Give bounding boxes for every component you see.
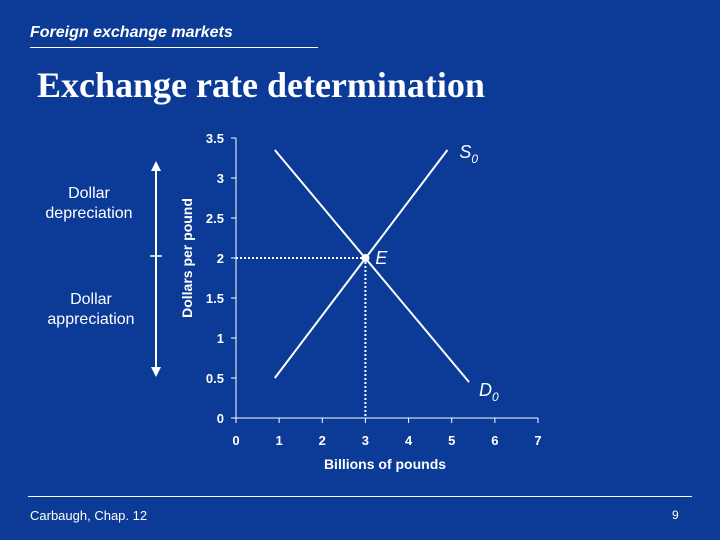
x-tick-label: 0 [232,433,239,448]
section-kicker: Foreign exchange markets [30,24,233,41]
x-tick-label: 7 [534,433,541,448]
y-axis-title: Dollars per pound [179,198,195,318]
supply-label-main: S [459,142,471,162]
x-tick-label: 3 [362,433,369,448]
page-number: 9 [672,508,679,522]
x-tick-label: 6 [491,433,498,448]
x-tick-label: 5 [448,433,455,448]
y-tick-label: 3.5 [206,131,224,146]
y-tick-label: 0.5 [206,371,224,386]
supply-label-sub: 0 [471,152,478,166]
x-tick-label: 4 [405,433,413,448]
demand-curve-d0 [274,149,470,383]
y-tick-label: 1.5 [206,291,224,306]
demand-label-main: D [479,380,492,400]
supply-curve-s0 [274,149,449,379]
slide-title: Exchange rate determination [37,65,485,105]
footer-divider [28,496,692,497]
equilibrium-point [361,254,370,262]
dollar-depreciation-label: Dollar depreciation [45,185,133,222]
footer-citation: Carbaugh, Chap. 12 [30,508,148,523]
demand-curve-label: D0 [479,380,499,404]
x-tick-label: 2 [319,433,326,448]
y-tick-label: 0 [217,411,224,426]
kicker-underline [30,47,318,48]
y-tick-label: 2.5 [206,211,224,226]
y-tick-label: 1 [217,331,224,346]
x-tick-label: 1 [276,433,283,448]
x-axis-title: Billions of pounds [324,456,446,472]
dollar-appreciation-label: Dollar appreciation [47,291,135,328]
y-tick-label: 3 [217,171,224,186]
y-tick-label: 2 [217,251,224,266]
demand-label-sub: 0 [492,390,499,404]
supply-curve-label: S0 [459,142,478,166]
equilibrium-label: E [375,248,388,268]
